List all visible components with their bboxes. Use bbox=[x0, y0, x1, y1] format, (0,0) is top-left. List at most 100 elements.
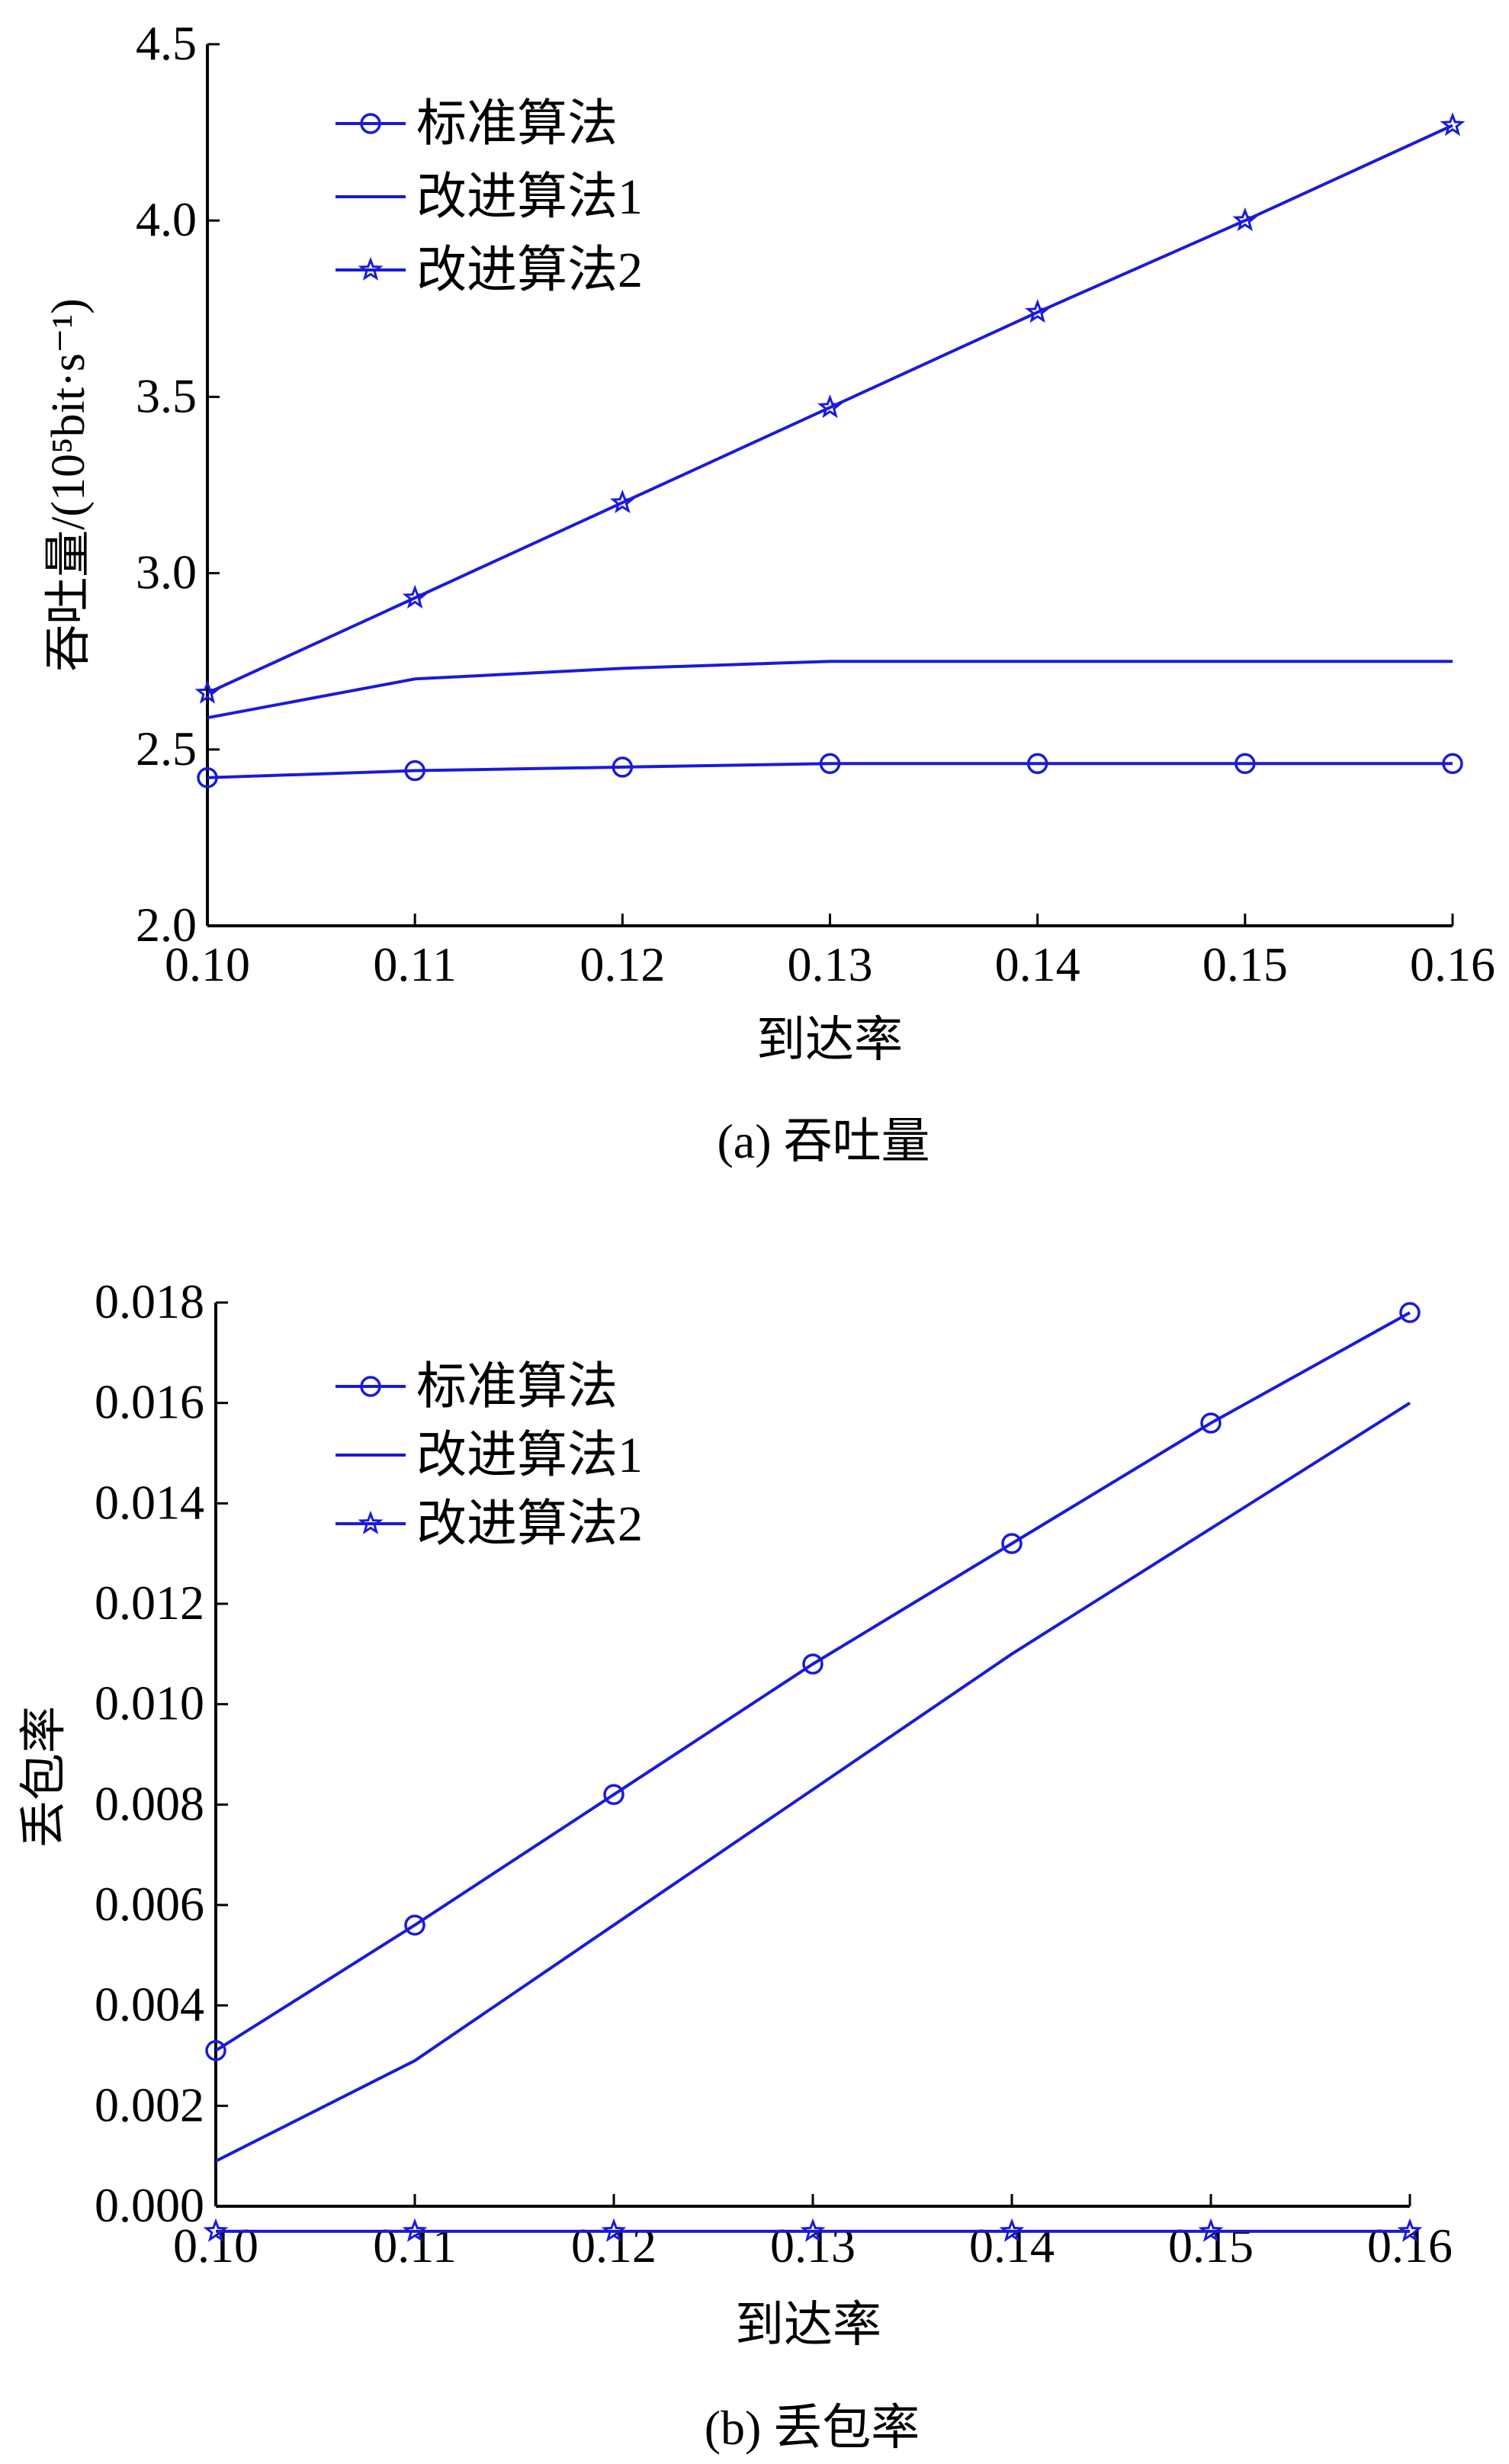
x-tick-label: 0.14 bbox=[969, 2218, 1055, 2273]
x-tick-label: 0.10 bbox=[165, 937, 250, 991]
y-tick-label: 2.5 bbox=[136, 721, 197, 776]
data-point-circle bbox=[1442, 753, 1463, 775]
series-group bbox=[194, 112, 1466, 789]
data-point-star bbox=[1232, 207, 1258, 232]
data-point-star bbox=[1198, 2218, 1224, 2242]
legend-marker bbox=[360, 1376, 381, 1397]
legend-marker bbox=[360, 113, 381, 134]
data-point-star bbox=[1440, 112, 1466, 137]
chart-caption: (b) 丢包率 bbox=[705, 2401, 920, 2455]
y-tick-label: 0.008 bbox=[95, 1776, 204, 1830]
x-tick-label: 0.12 bbox=[571, 2218, 657, 2273]
x-tick-label: 0.15 bbox=[1202, 937, 1288, 991]
x-tick-label: 0.10 bbox=[173, 2218, 258, 2273]
y-tick-label: 0.010 bbox=[95, 1676, 204, 1730]
x-tick-label: 0.16 bbox=[1367, 2218, 1453, 2273]
x-tick-label: 0.16 bbox=[1410, 937, 1495, 991]
data-point-circle bbox=[612, 757, 634, 778]
data-point-circle bbox=[1399, 1302, 1421, 1323]
y-tick-label: 2.0 bbox=[136, 898, 197, 952]
data-point-star bbox=[194, 679, 220, 704]
x-tick-label: 0.13 bbox=[788, 937, 873, 991]
data-point-circle bbox=[404, 1914, 425, 1936]
data-point-circle bbox=[603, 1784, 624, 1805]
x-tick-label: 0.11 bbox=[373, 2218, 457, 2273]
series-3 bbox=[194, 112, 1466, 704]
data-point-circle bbox=[1200, 1412, 1222, 1434]
chart-packet-loss: 0.000 0.002 0.004 0.006 0.008 0.010 0.012 0.014… bbox=[18, 1274, 1453, 2455]
series-line bbox=[215, 1402, 1411, 2163]
data-point-star bbox=[601, 2218, 627, 2242]
y-tick-label: 0.014 bbox=[95, 1475, 204, 1529]
x-tick-group: 0.10 0.11 0.12 0.13 0.14 0.15 0.16 bbox=[165, 914, 1495, 991]
x-tick-label: 0.11 bbox=[373, 937, 457, 991]
legend-item: 改进算法1 bbox=[336, 1428, 643, 1483]
data-point-circle bbox=[404, 760, 425, 782]
x-axis-label: 到达率 bbox=[735, 2298, 881, 2352]
legend-item: 标准算法 bbox=[336, 96, 618, 152]
legend-label: 改进算法2 bbox=[416, 243, 643, 298]
y-tick-group: 0.000 0.002 0.004 0.006 0.008 0.010 0.012 0.014… bbox=[95, 1274, 228, 2232]
legend-label: 改进算法1 bbox=[416, 169, 643, 225]
x-tick-label: 0.12 bbox=[580, 937, 665, 991]
legend-item: 改进算法1 bbox=[336, 169, 643, 225]
y-axis-label: 丢包率 bbox=[18, 1706, 70, 1848]
y-tick-label: 0.000 bbox=[95, 2178, 204, 2232]
y-tick-label: 3.0 bbox=[136, 545, 197, 599]
data-point-star bbox=[817, 394, 843, 419]
series-2 bbox=[207, 660, 1453, 720]
y-tick-label: 4.0 bbox=[136, 192, 197, 246]
data-point-circle bbox=[1001, 1533, 1023, 1554]
data-point-circle bbox=[197, 767, 218, 789]
series-1 bbox=[205, 1302, 1421, 2061]
legend-label: 改进算法2 bbox=[416, 1496, 643, 1552]
data-point-circle bbox=[802, 1653, 824, 1675]
y-tick-label: 0.004 bbox=[95, 1977, 204, 2032]
x-tick-label: 0.15 bbox=[1168, 2218, 1254, 2273]
y-tick-group: 2.0 2.5 3.0 3.5 4.0 4.5 bbox=[136, 16, 220, 952]
legend-label: 标准算法 bbox=[416, 96, 618, 152]
legend-item: 改进算法2 bbox=[336, 1496, 643, 1552]
x-tick-group: 0.10 0.11 0.12 0.13 0.14 0.15 0.16 bbox=[173, 2194, 1453, 2273]
data-point-circle bbox=[205, 2040, 226, 2061]
y-tick-label: 4.5 bbox=[136, 16, 197, 70]
series-group bbox=[203, 1302, 1423, 2242]
series-1 bbox=[197, 753, 1463, 789]
y-tick-label: 0.016 bbox=[95, 1375, 204, 1429]
legend-item: 改进算法2 bbox=[336, 243, 643, 298]
series-2 bbox=[215, 1402, 1411, 2163]
y-tick-label: 0.002 bbox=[95, 2077, 204, 2132]
chart-throughput: 2.02.53.03.54.04.5 0.10 0.11 0.12 0.13 0.14 0… bbox=[43, 16, 1495, 1168]
legend-marker bbox=[358, 1510, 384, 1534]
y-tick-label: 0.018 bbox=[95, 1274, 204, 1328]
legend-marker bbox=[358, 256, 384, 281]
series-line bbox=[207, 124, 1453, 695]
series-line bbox=[207, 660, 1453, 720]
y-tick-label: 0.012 bbox=[95, 1576, 204, 1630]
x-axis-label: 到达率 bbox=[756, 1013, 903, 1067]
legend-item: 标准算法 bbox=[336, 1359, 618, 1415]
legend-label: 标准算法 bbox=[416, 1359, 618, 1415]
data-point-star bbox=[402, 584, 428, 609]
data-point-star bbox=[800, 2218, 826, 2242]
series-3 bbox=[203, 2218, 1423, 2242]
y-tick-label: 0.006 bbox=[95, 1877, 204, 1931]
data-point-star bbox=[203, 2218, 229, 2242]
data-point-star bbox=[609, 489, 635, 514]
chart-caption: (a) 吞吐量 bbox=[717, 1114, 929, 1168]
data-point-star bbox=[402, 2218, 428, 2242]
x-tick-label: 0.14 bbox=[995, 937, 1080, 991]
data-point-star bbox=[1025, 299, 1051, 323]
data-point-star bbox=[1397, 2218, 1423, 2242]
data-point-circle bbox=[1234, 753, 1256, 775]
series-line bbox=[207, 762, 1453, 779]
y-tick-label: 3.5 bbox=[136, 368, 197, 422]
y-axis-label: 吞吐量/(10⁵bit·s⁻¹) bbox=[43, 298, 95, 672]
series-line bbox=[214, 1311, 1411, 2052]
data-point-circle bbox=[819, 753, 841, 775]
data-point-circle bbox=[1026, 753, 1048, 775]
legend-label: 改进算法1 bbox=[416, 1428, 643, 1483]
